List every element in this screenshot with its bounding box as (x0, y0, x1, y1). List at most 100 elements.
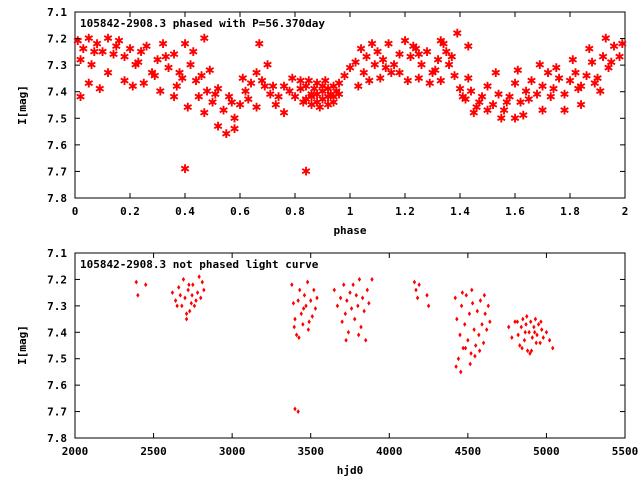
unphased-plot-x-axis-label: hjd0 (337, 464, 364, 477)
phased-plot-y-tick-label: 7.8 (47, 192, 67, 205)
phased-plot-point: ✱ (205, 63, 215, 77)
phased-plot-point: ✱ (84, 77, 94, 91)
phased-plot-point: ✱ (238, 71, 248, 85)
phased-plot-point: ✱ (185, 58, 195, 72)
phased-plot-point: ✱ (353, 79, 363, 93)
phased-plot-point: ✱ (496, 111, 506, 125)
unphased-plot-title: 105842-2908.3 not phased light curve (80, 258, 319, 271)
phased-plot-point: ✱ (279, 106, 289, 120)
phased-plot-point: ✱ (570, 66, 580, 80)
phased-plot-point: ✱ (403, 74, 413, 88)
phased-plot-point: ✱ (559, 87, 569, 101)
phased-plot-point: ✱ (590, 77, 600, 91)
phased-plot-point: ✱ (383, 37, 393, 51)
phased-plot-point: ✱ (210, 87, 220, 101)
phased-plot-point: ✱ (370, 58, 380, 72)
unphased-plot-y-tick-label: 7.3 (47, 300, 67, 313)
unphased-plot-x-tick-label: 3500 (297, 445, 324, 458)
phased-plot-point: ✱ (513, 63, 523, 77)
phased-plot-x-tick-label: 0.8 (285, 205, 305, 218)
phased-plot-y-tick-label: 7.4 (47, 86, 67, 99)
phased-plot-point: ✱ (125, 42, 135, 56)
phased-plot-point: ✱ (229, 122, 239, 136)
phased-plot-point: ✱ (394, 48, 404, 62)
phased-plot-point: ✱ (254, 37, 264, 51)
phased-plot-point: ✱ (188, 45, 198, 59)
phased-plot-point: ✱ (452, 26, 462, 40)
phased-plot-y-tick-label: 7.1 (47, 6, 67, 19)
phased-plot-point: ✱ (381, 61, 391, 75)
phased-plot-point: ✱ (150, 69, 160, 83)
phased-plot-x-tick-label: 2 (622, 205, 629, 218)
phased-plot-point: ✱ (551, 61, 561, 75)
phased-plot-point: ✱ (482, 79, 492, 93)
phased-plot-point: ✱ (573, 82, 583, 96)
phased-plot-point: ✱ (295, 74, 305, 88)
phased-plot-point: ✱ (601, 32, 611, 46)
unphased-plot-x-tick-label: 4500 (455, 445, 482, 458)
phased-plot-point: ✱ (89, 45, 99, 59)
phased-plot-point: ✱ (463, 71, 473, 85)
phased-plot-x-tick-label: 0.6 (230, 205, 250, 218)
unphased-plot-y-tick-label: 7.2 (47, 273, 67, 286)
phased-plot-title: 105842-2908.3 phased with P=56.370day (80, 17, 325, 30)
phased-plot-x-tick-label: 1.4 (450, 205, 470, 218)
phased-plot-point: ✱ (518, 109, 528, 123)
phased-plot-x-tick-label: 0.2 (120, 205, 140, 218)
phased-plot-point: ✱ (576, 98, 586, 112)
unphased-plot-x-tick-label: 2000 (62, 445, 89, 458)
phased-plot-point: ✱ (133, 55, 143, 69)
phased-plot-point: ✱ (535, 58, 545, 72)
phased-plot-point: ✱ (227, 95, 237, 109)
phased-plot-point: ✱ (449, 69, 459, 83)
phased-plot-point: ✱ (86, 58, 96, 72)
phased-plot-x-axis-label: phase (333, 224, 366, 237)
phased-plot-point: ✱ (161, 50, 171, 64)
phased-plot-point: ✱ (199, 32, 209, 46)
phased-plot-point: ✱ (95, 82, 105, 96)
phased-plot-point: ✱ (491, 66, 501, 80)
phased-plot-point: ✱ (359, 66, 369, 80)
phased-plot-point: ✱ (430, 63, 440, 77)
phased-plot-point: ✱ (425, 77, 435, 91)
unphased-plot-y-tick-label: 7.6 (47, 379, 67, 392)
figure: ✱✱✱✱✱✱✱✱✱✱✱✱✱✱✱✱✱✱✱✱✱✱✱✱✱✱✱✱✱✱✱✱✱✱✱✱✱✱✱✱… (0, 0, 640, 480)
unphased-plot-y-tick-label: 7.8 (47, 432, 67, 445)
phased-plot-point: ✱ (537, 103, 547, 117)
phased-plot-point: ✱ (526, 74, 536, 88)
phased-plot-x-tick-label: 0.4 (175, 205, 195, 218)
phased-plot-point: ✱ (301, 164, 311, 178)
phased-plot-point: ✱ (194, 90, 204, 104)
phased-plot-point: ✱ (414, 71, 424, 85)
phased-plot-point: ✱ (243, 93, 253, 107)
phased-plot-x-tick-label: 0 (72, 205, 79, 218)
unphased-plot-x-tick-label: 3000 (219, 445, 246, 458)
phased-plot-y-axis-label: I[mag] (16, 85, 29, 125)
phased-plot-point: ✱ (546, 90, 556, 104)
phased-plot-point: ✱ (559, 103, 569, 117)
phased-plot-point: ✱ (568, 53, 578, 67)
phased-plot-point: ✱ (606, 55, 616, 69)
phased-plot-point: ✱ (510, 77, 520, 91)
phased-plot-y-tick-label: 7.5 (47, 112, 67, 125)
phased-plot-point: ✱ (334, 87, 344, 101)
unphased-plot-x-tick-label: 5500 (612, 445, 639, 458)
phased-plot-point: ✱ (158, 37, 168, 51)
phased-plot-point: ✱ (111, 40, 121, 54)
phased-plot-point: ✱ (103, 66, 113, 80)
unphased-plot-y-tick-label: 7.1 (47, 247, 67, 260)
phased-plot-point: ✱ (180, 162, 190, 176)
phased-plot-x-tick-label: 1.8 (560, 205, 580, 218)
phased-plot-point: ✱ (524, 93, 534, 107)
phased-plot-point: ✱ (262, 58, 272, 72)
phased-plot-point: ✱ (414, 48, 424, 62)
phased-plot-y-tick-label: 7.2 (47, 33, 67, 46)
phased-plot-point: ✱ (458, 90, 468, 104)
unphased-plot-y-axis-label: I[mag] (16, 325, 29, 365)
unphased-plot-y-tick-label: 7.5 (47, 353, 67, 366)
phased-plot-point: ✱ (128, 79, 138, 93)
phased-plot-point: ✱ (587, 55, 597, 69)
unphased-plot-y-tick-label: 7.4 (47, 326, 67, 339)
phased-plot-point: ✱ (155, 85, 165, 99)
unphased-plot-y-tick-label: 7.7 (47, 406, 67, 419)
